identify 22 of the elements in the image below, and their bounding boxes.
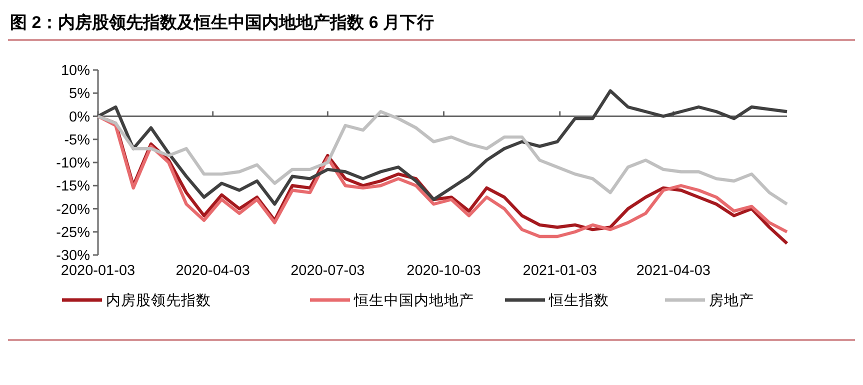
y-tick-label: -15% bbox=[56, 178, 90, 195]
line-series bbox=[96, 89, 789, 206]
y-tick-label: -20% bbox=[56, 202, 90, 218]
legend-label: 恒生中国内地地产 bbox=[353, 292, 474, 310]
y-tick-label: -30% bbox=[56, 248, 90, 264]
legend-label: 内房股领先指数 bbox=[106, 292, 211, 310]
line-series bbox=[96, 110, 789, 206]
x-tick-label: 2021-04-03 bbox=[636, 263, 711, 279]
x-tick-label: 2020-10-03 bbox=[406, 263, 481, 279]
chart-title: 图 2：内房股领先指数及恒生中国内地地产指数 6 月下行 bbox=[10, 13, 434, 32]
x-tick-label: 2020-01-03 bbox=[60, 263, 136, 279]
x-tick-label: 2021-01-03 bbox=[522, 263, 597, 279]
x-tick-label: 2020-04-03 bbox=[176, 263, 250, 279]
y-tick-label: 0% bbox=[69, 109, 90, 126]
y-tick-label: -10% bbox=[56, 156, 90, 172]
y-tick-label: -5% bbox=[64, 132, 90, 148]
y-tick-label: 10% bbox=[60, 63, 90, 80]
y-tick-label: -25% bbox=[56, 224, 90, 241]
legend-label: 房地产 bbox=[709, 292, 754, 310]
x-tick-label: 2020-07-03 bbox=[290, 263, 365, 279]
legend-label: 恒生指数 bbox=[548, 292, 609, 310]
y-tick-label: 5% bbox=[69, 86, 90, 102]
